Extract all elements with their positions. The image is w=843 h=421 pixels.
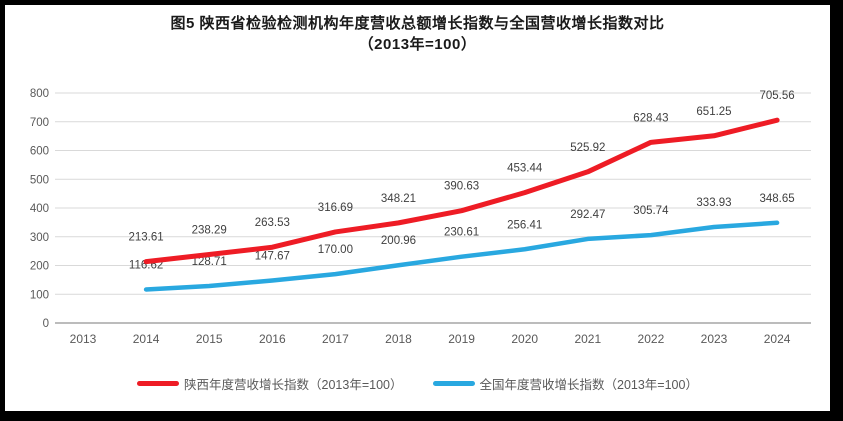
data-point-label: 147.67	[255, 251, 290, 263]
legend-label-shaanxi: 陕西年度营收增长指数（2013年=100）	[184, 378, 403, 392]
x-tick-label: 2021	[574, 332, 601, 346]
y-tick-label: 400	[30, 203, 49, 215]
national-series-line	[143, 220, 780, 292]
x-tick-label: 2022	[638, 332, 665, 346]
legend-item-shaanxi: 陕西年度营收增长指数（2013年=100）	[137, 374, 403, 393]
y-tick-label: 500	[30, 174, 49, 186]
data-point-label: 256.41	[507, 219, 542, 231]
data-point-label: 453.44	[507, 163, 543, 175]
data-point-label: 213.61	[129, 232, 164, 244]
y-tick-label: 300	[30, 232, 49, 244]
y-tick-label: 800	[30, 88, 49, 100]
data-point-label: 333.93	[696, 197, 731, 209]
x-tick-label: 2017	[322, 332, 349, 346]
y-tick-label: 200	[30, 261, 49, 273]
x-tick-label: 2013	[70, 332, 97, 346]
x-tick-label: 2018	[385, 332, 412, 346]
y-tick-label: 100	[30, 289, 49, 301]
data-point-label: 292.47	[570, 209, 605, 221]
data-point-label: 348.21	[381, 193, 416, 205]
figure-content: 图5 陕西省检验检测机构年度营收总额增长指数与全国营收增长指数对比 （2013年…	[5, 5, 830, 411]
data-point-label: 128.71	[192, 256, 227, 268]
data-point-label: 390.63	[444, 181, 479, 193]
legend: 陕西年度营收增长指数（2013年=100） 全国年度营收增长指数（2013年=1…	[5, 374, 830, 393]
x-tick-label: 2020	[511, 332, 538, 346]
shaanxi-series-swatch	[137, 381, 180, 386]
data-point-label: 200.96	[381, 235, 416, 247]
data-point-label: 705.56	[760, 90, 795, 102]
x-tick-label: 2015	[196, 332, 223, 346]
x-tick-label: 2024	[764, 332, 791, 346]
x-tick-label: 2014	[133, 332, 160, 346]
shaanxi-series-line	[143, 117, 780, 265]
chart-title-line2: （2013年=100）	[358, 36, 477, 53]
data-point-label: 525.92	[570, 142, 605, 154]
x-tick-label: 2016	[259, 332, 286, 346]
chart-title: 图5 陕西省检验检测机构年度营收总额增长指数与全国营收增长指数对比 （2013年…	[5, 13, 830, 55]
line-chart: 0 100 200 300 400 500 600 700 800 2013 2014 2015 201…	[30, 88, 811, 346]
y-tick-label: 0	[43, 318, 49, 330]
data-point-label: 230.61	[444, 227, 479, 239]
y-tick-label: 700	[30, 117, 49, 129]
x-tick-label: 2023	[701, 332, 728, 346]
data-point-label: 316.69	[318, 202, 353, 214]
data-point-label: 348.65	[760, 193, 795, 205]
data-point-label: 651.25	[696, 106, 731, 118]
x-tick-label: 2019	[448, 332, 475, 346]
data-point-label: 238.29	[192, 224, 227, 236]
legend-item-national: 全国年度营收增长指数（2013年=100）	[432, 374, 698, 393]
chart-title-line1: 图5 陕西省检验检测机构年度营收总额增长指数与全国营收增长指数对比	[170, 15, 665, 32]
national-series-swatch	[432, 381, 475, 386]
data-point-label: 170.00	[318, 244, 353, 256]
y-tick-label: 600	[30, 146, 49, 158]
data-point-label: 263.53	[255, 217, 290, 229]
data-point-label: 305.74	[633, 205, 669, 217]
data-point-label: 628.43	[633, 112, 668, 124]
legend-label-national: 全国年度营收增长指数（2013年=100）	[479, 378, 698, 392]
